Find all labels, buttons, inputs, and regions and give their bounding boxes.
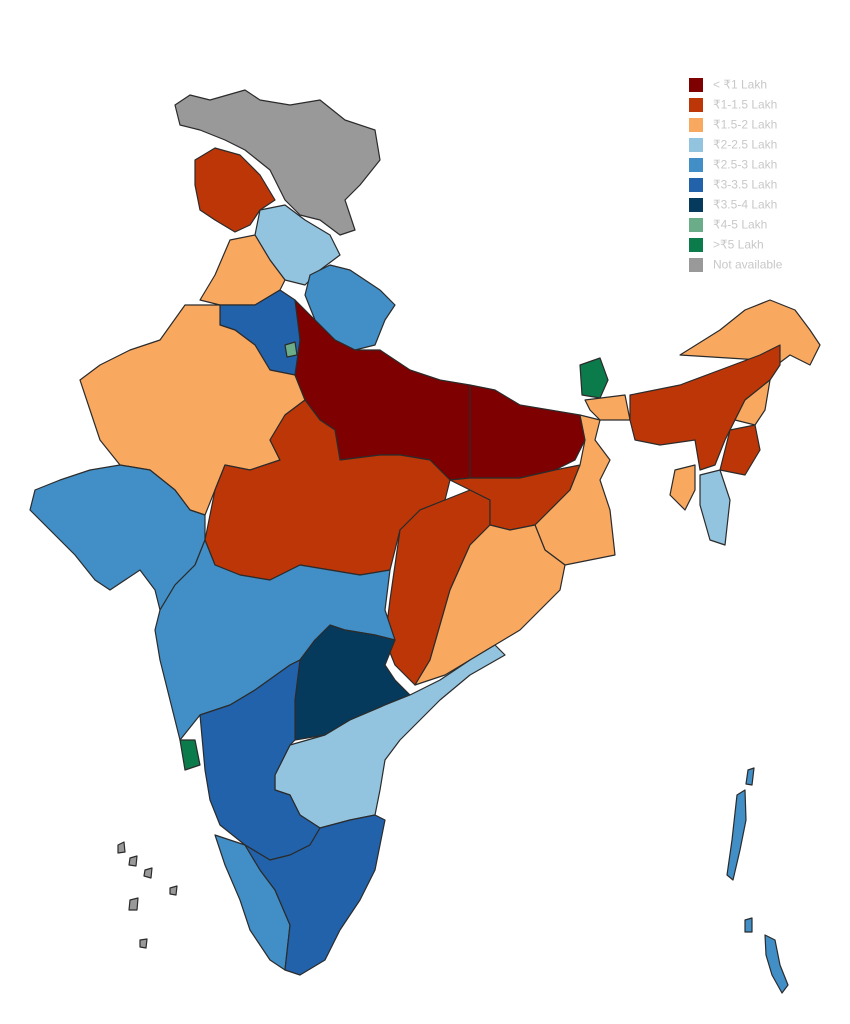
state <box>194 147 276 233</box>
legend-swatch <box>689 98 703 112</box>
legend-label: ₹1.5-2 Lakh <box>713 118 777 132</box>
legend-swatch <box>689 158 703 172</box>
legend-label: ₹2-2.5 Lakh <box>713 138 777 152</box>
legend-swatch <box>689 118 703 132</box>
legend-label: Not available <box>713 258 783 272</box>
legend-swatch <box>689 218 703 232</box>
state <box>304 264 396 351</box>
island <box>139 938 148 949</box>
legend-swatch <box>689 78 703 92</box>
state <box>669 464 696 511</box>
legend-swatch <box>689 178 703 192</box>
legend: < ₹1 Lakh ₹1-1.5 Lakh ₹1.5-2 Lakh ₹2-2.5 La… <box>689 78 783 272</box>
legend-label: ₹2.5-3 Lakh <box>713 158 777 172</box>
island <box>744 917 753 933</box>
state <box>244 814 386 976</box>
state <box>584 394 631 421</box>
state <box>534 414 616 566</box>
state <box>174 89 381 236</box>
legend-swatch <box>689 198 703 212</box>
state <box>699 469 731 546</box>
island <box>117 841 126 854</box>
state <box>284 341 298 358</box>
island <box>764 934 789 994</box>
legend-label: < ₹1 Lakh <box>713 78 767 92</box>
states <box>29 89 821 994</box>
legend-label: ₹1-1.5 Lakh <box>713 98 777 112</box>
island <box>169 885 178 896</box>
state <box>179 739 201 771</box>
legend-label: >₹5 Lakh <box>713 238 764 252</box>
state <box>469 384 586 479</box>
state <box>199 659 321 861</box>
legend-swatch <box>689 138 703 152</box>
island <box>128 855 138 867</box>
island <box>726 789 747 881</box>
legend-label: ₹3-3.5 Lakh <box>713 178 777 192</box>
island <box>128 897 139 911</box>
state <box>734 379 771 426</box>
island <box>745 767 755 786</box>
legend-label: ₹4-5 Lakh <box>713 218 767 232</box>
island <box>143 867 153 879</box>
legend-swatch <box>689 238 703 252</box>
legend-swatch <box>689 258 703 272</box>
state <box>579 357 609 399</box>
state <box>719 424 761 476</box>
legend-label: ₹3.5-4 Lakh <box>713 198 777 212</box>
state <box>294 624 411 741</box>
